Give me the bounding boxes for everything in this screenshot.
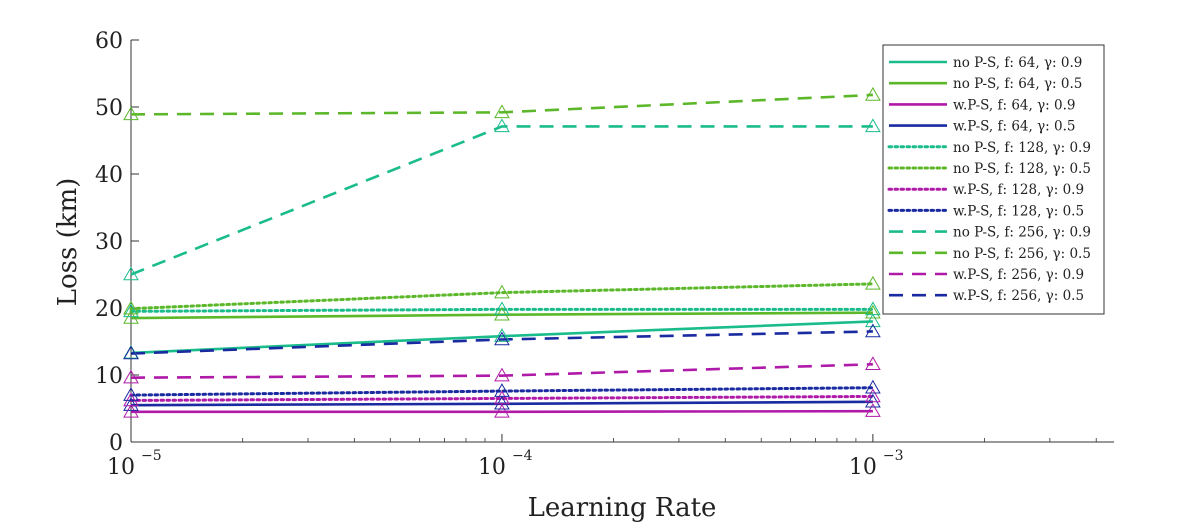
data-point-marker — [494, 301, 510, 316]
x-tick-exponent: −5 — [141, 448, 162, 464]
legend-entry: no P-S, f: 128, γ: 0.9 — [953, 140, 1091, 156]
markers-layer — [123, 86, 881, 418]
y-ticks: 0 10 20 30 40 50 60 — [95, 29, 139, 456]
data-point-marker — [865, 403, 881, 417]
data-point-marker — [123, 300, 139, 315]
legend-box — [882, 44, 1105, 315]
data-point-marker — [865, 379, 881, 394]
data-point-marker — [865, 275, 881, 290]
data-point-marker — [494, 104, 510, 119]
data-point-marker — [494, 403, 510, 418]
data-point-marker — [494, 395, 510, 410]
data-point-marker — [123, 310, 139, 324]
legend-entry: no P-S, f: 64, γ: 0.9 — [953, 55, 1082, 71]
data-point-marker — [494, 284, 510, 299]
data-point-marker — [123, 266, 139, 281]
data-point-marker — [123, 397, 139, 411]
x-ticks: 10 −5 10 −4 10 −3 — [107, 434, 1097, 480]
series-line — [130, 311, 873, 320]
y-axis-label: Loss (km) — [53, 178, 83, 307]
legend-entry: w.P-S, f: 128, γ: 0.5 — [953, 203, 1084, 219]
x-tick-exponent: −4 — [512, 448, 533, 464]
data-point-marker — [494, 390, 510, 405]
series-line — [130, 362, 873, 379]
x-tick-exponent: −3 — [883, 448, 904, 464]
legend-entry: w.P-S, f: 64, γ: 0.5 — [953, 119, 1075, 135]
data-point-marker — [494, 331, 510, 346]
legend-entry: no P-S, f: 256, γ: 0.5 — [953, 246, 1091, 262]
legend-entry: w.P-S, f: 64, γ: 0.9 — [953, 97, 1075, 113]
data-point-marker — [494, 367, 510, 382]
series-line — [130, 320, 873, 355]
x-axis-label: Learning Rate — [528, 493, 717, 523]
series-line — [130, 330, 873, 355]
x-tick-label: 10 — [478, 455, 506, 480]
legend-entry: w.P-S, f: 256, γ: 0.5 — [953, 288, 1084, 304]
data-point-marker — [865, 86, 881, 101]
y-tick-label: 60 — [95, 29, 123, 54]
data-point-marker — [494, 383, 510, 397]
series-line — [131, 409, 873, 414]
y-tick-label: 50 — [95, 96, 123, 121]
y-tick-label: 0 — [109, 431, 123, 456]
legend: no P-S, f: 64, γ: 0.9 no P-S, f: 64, γ: 0… — [882, 44, 1105, 315]
data-point-marker — [123, 392, 139, 407]
data-point-marker — [865, 356, 881, 371]
x-tick-label: 10 — [849, 455, 877, 480]
data-point-marker — [123, 345, 139, 360]
data-point-marker — [865, 304, 881, 319]
y-tick-label: 30 — [95, 230, 123, 255]
data-point-marker — [865, 313, 881, 328]
legend-entry: no P-S, f: 256, γ: 0.9 — [953, 225, 1091, 241]
series-line — [130, 93, 873, 116]
data-point-marker — [494, 306, 510, 321]
data-point-marker — [865, 301, 881, 316]
data-point-marker — [123, 403, 139, 418]
data-point-marker — [865, 323, 881, 338]
data-point-marker — [123, 303, 139, 318]
series-line — [130, 125, 873, 276]
legend-entry: no P-S, f: 64, γ: 0.5 — [953, 76, 1082, 92]
series-line — [129, 394, 875, 402]
legend-entry: no P-S, f: 128, γ: 0.5 — [953, 161, 1091, 177]
data-point-marker — [123, 387, 139, 401]
series-layer — [129, 93, 875, 414]
data-point-marker — [123, 369, 139, 384]
legend-entry: w.P-S, f: 256, γ: 0.9 — [953, 267, 1084, 283]
series-line — [129, 307, 875, 313]
data-point-marker — [123, 106, 139, 121]
data-point-marker — [494, 328, 510, 342]
y-tick-label: 10 — [95, 364, 123, 389]
data-point-marker — [494, 118, 510, 133]
y-tick-label: 40 — [95, 163, 123, 188]
series-line — [129, 282, 875, 311]
data-point-marker — [865, 388, 881, 403]
data-point-marker — [865, 393, 881, 408]
x-tick-label: 10 — [107, 455, 135, 480]
legend-entry: w.P-S, f: 128, γ: 0.9 — [953, 182, 1084, 198]
data-point-marker — [865, 118, 881, 133]
y-tick-label: 20 — [95, 297, 123, 322]
